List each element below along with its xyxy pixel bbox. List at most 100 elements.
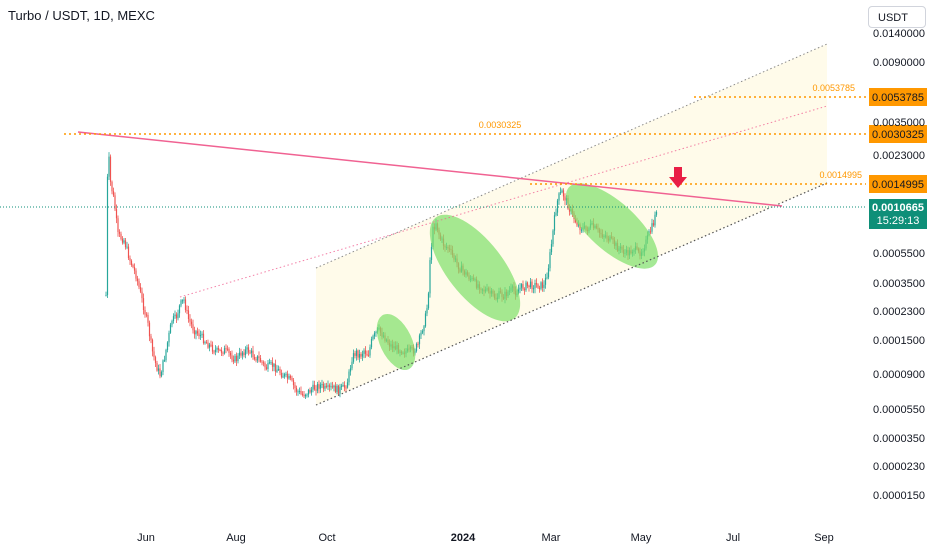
candle-body (558, 193, 560, 201)
candle-body (531, 281, 533, 289)
candle-body (112, 191, 115, 196)
candle-body (370, 339, 373, 348)
candle-body (654, 214, 656, 226)
channel-lower-line (315, 182, 828, 406)
candle-body (576, 221, 578, 226)
candle-body (652, 223, 655, 226)
candle-body (366, 353, 368, 356)
candle-body (337, 385, 340, 394)
candle-body (561, 190, 563, 193)
chart-title: Turbo / USDT, 1D, MEXC (8, 8, 155, 23)
candle-body (303, 394, 305, 397)
candle-body (169, 324, 172, 333)
candle-body (192, 324, 194, 331)
candle-body (282, 376, 284, 378)
candle-body (322, 384, 325, 389)
candle-body (243, 352, 245, 356)
candle-body (517, 289, 520, 294)
candle-body (229, 352, 232, 356)
candle-body (246, 347, 248, 350)
candle-body (136, 278, 139, 282)
candle-body (129, 258, 131, 261)
candle-body (214, 349, 217, 352)
candle-body (321, 384, 323, 386)
candle-body (283, 374, 286, 377)
candle-body (208, 344, 211, 348)
currency-selector-button[interactable]: USDT (868, 6, 926, 28)
candle-body (345, 387, 347, 389)
candle-body (271, 362, 274, 367)
candle-body (157, 368, 160, 371)
candle-body (319, 384, 322, 389)
candle-body (108, 156, 110, 177)
candle-body (165, 349, 167, 361)
candle-body (178, 305, 181, 314)
candle-body (184, 299, 187, 310)
candle-body (351, 361, 353, 369)
candle-body (330, 386, 332, 388)
candle-body (372, 336, 374, 340)
candle-body (651, 223, 653, 232)
level-price-tag-text: 0.0030325 (872, 129, 924, 141)
candle-body (267, 363, 269, 370)
candle-body (250, 350, 253, 353)
candle-body (577, 224, 580, 226)
candle-body (135, 270, 137, 279)
candle-body (223, 348, 226, 354)
candle-body (171, 320, 173, 325)
candle-body (328, 385, 331, 387)
candle-body (226, 348, 229, 350)
candle-body (525, 282, 527, 291)
candle-body (544, 278, 547, 285)
candle-body (361, 353, 364, 357)
level-price-tag-text: 0.0014995 (872, 179, 924, 191)
candle-body (373, 333, 376, 337)
candle-body (522, 284, 524, 290)
candle-body (417, 343, 419, 345)
candle-body (130, 260, 133, 265)
candle-body (138, 281, 140, 288)
candle-body (181, 300, 184, 302)
candle-body (228, 349, 230, 353)
candle-body (252, 350, 254, 358)
candle-body (649, 231, 652, 233)
down-arrow-head (669, 177, 687, 188)
candle-body (349, 368, 352, 372)
candle-body (316, 384, 319, 391)
candle-body (339, 387, 341, 394)
y-tick-label: 0.0000150 (873, 490, 925, 502)
candle-body (526, 282, 529, 286)
candle-body (232, 359, 235, 362)
candle-body (244, 349, 247, 356)
candle-body (162, 360, 164, 373)
candle-body (241, 352, 244, 356)
candle-body (579, 224, 581, 230)
candle-body (139, 287, 142, 292)
candle-body (142, 298, 145, 310)
candle-body (420, 332, 422, 336)
x-tick-label: Jun (137, 532, 155, 544)
candle-body (172, 316, 175, 321)
candle-body (180, 300, 182, 306)
candle-body (306, 394, 308, 396)
x-tick-label: Mar (542, 532, 561, 544)
candle-body (352, 353, 355, 362)
candle-body (186, 309, 188, 311)
candle-body (655, 211, 658, 215)
level-label: 0.0014995 (819, 170, 862, 180)
candle-body (538, 287, 541, 289)
candle-body (237, 355, 239, 362)
candle-body (217, 348, 220, 350)
candle-body (276, 369, 278, 372)
candle-body (519, 287, 521, 290)
candle-body (292, 380, 295, 386)
candle-body (546, 277, 548, 279)
candle-body (219, 349, 221, 351)
candle-body (334, 385, 337, 393)
candle-body (280, 373, 283, 378)
candle-body (199, 335, 202, 337)
highlight-ellipse (376, 313, 416, 371)
candle-body (369, 347, 371, 356)
level-price-tag (869, 88, 927, 106)
